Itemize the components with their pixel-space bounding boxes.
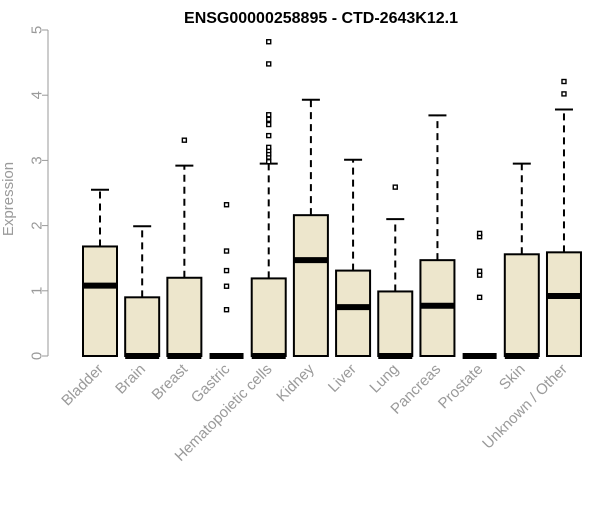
x-tick-label: Skin — [496, 361, 529, 394]
x-tick-label: Bladder — [58, 361, 107, 410]
box-unknown-other — [545, 78, 582, 357]
box-rect — [335, 269, 372, 358]
outlier-point — [266, 144, 272, 151]
box-rect — [545, 251, 582, 357]
outlier-point — [266, 39, 272, 45]
box-rect — [166, 276, 203, 358]
box-pancreas — [419, 114, 456, 358]
outlier-point — [223, 248, 230, 254]
outlier-point — [266, 61, 272, 67]
y-tick-label: 3 — [28, 156, 45, 164]
box-bladder — [82, 188, 118, 358]
box-rect — [124, 296, 161, 358]
box-rect — [503, 253, 540, 357]
box-rect — [292, 214, 329, 357]
y-tick-label: 4 — [28, 91, 45, 99]
box-skin — [503, 162, 540, 359]
box-lung — [377, 184, 414, 359]
y-axis: 0 1 2 3 4 5 — [28, 26, 49, 360]
outlier-point — [266, 132, 272, 139]
box-liver — [335, 158, 372, 358]
box-prostate — [462, 230, 497, 359]
box-gastric — [209, 202, 244, 359]
chart-title: ENSG00000258895 - CTD-2643K12.1 — [184, 10, 458, 27]
x-tick-label: Kidney — [273, 360, 318, 405]
box-rect — [82, 245, 118, 358]
outlier-point — [266, 121, 272, 128]
y-tick-label: 2 — [28, 221, 45, 229]
outlier-point — [181, 137, 188, 143]
box-brain — [124, 225, 161, 359]
box-kidney — [292, 98, 329, 357]
outlier-point — [561, 78, 567, 85]
outlier-point — [223, 202, 230, 208]
y-tick-label: 0 — [28, 352, 45, 360]
x-tick-label: Liver — [325, 361, 360, 396]
y-axis-label: Expression — [0, 162, 17, 236]
outlier-point — [476, 294, 483, 301]
box-breast — [166, 137, 203, 359]
outlier-point — [476, 268, 483, 274]
outlier-point — [223, 283, 230, 289]
x-tick-label: Lung — [366, 361, 402, 397]
outlier-point — [266, 116, 272, 123]
box-rect — [250, 277, 287, 357]
outlier-point — [223, 267, 230, 274]
outlier-point — [561, 91, 567, 97]
x-tick-label: Brain — [112, 361, 149, 398]
outlier-point — [476, 230, 483, 237]
outlier-point — [223, 307, 230, 313]
y-tick-label: 5 — [28, 26, 45, 34]
box-rect — [377, 290, 414, 357]
y-tick-label: 1 — [28, 287, 45, 295]
outlier-point — [266, 112, 272, 118]
outlier-point — [266, 159, 272, 165]
box-hematopoietic-cells — [250, 39, 287, 359]
boxes-layer — [82, 39, 582, 359]
outlier-point — [392, 184, 398, 190]
x-tick-label: Prostate — [435, 361, 487, 413]
x-tick-label: Breast — [149, 360, 192, 403]
